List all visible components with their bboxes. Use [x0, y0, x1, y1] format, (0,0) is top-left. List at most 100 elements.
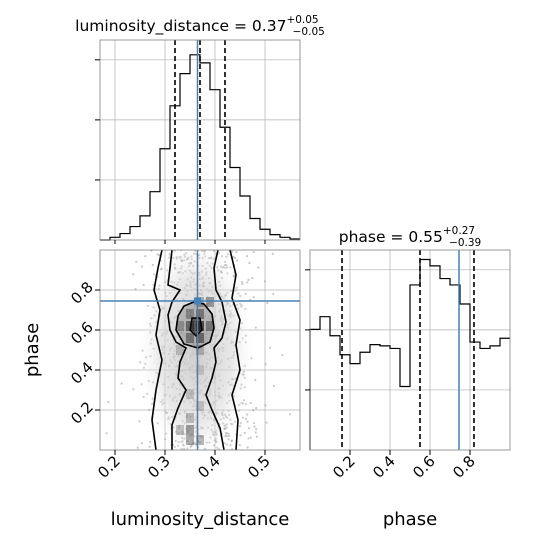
scatter-point	[120, 382, 123, 385]
scatter-point	[255, 407, 258, 410]
scatter-point	[266, 302, 269, 305]
scatter-point	[246, 446, 249, 449]
scatter-point	[246, 420, 249, 423]
scatter-point	[252, 296, 255, 299]
scatter-point	[253, 425, 256, 428]
luminosity-distance-marginal-ticks	[95, 59, 266, 244]
density-cell	[196, 365, 204, 375]
scatter-point	[251, 276, 254, 280]
luminosity-distance-title: luminosity_distance = 0.37+0.05 −0.05	[75, 14, 325, 38]
scatter-point	[281, 354, 284, 357]
density-cell	[196, 309, 204, 319]
luminosity-distance-marginal-grid	[100, 40, 300, 240]
scatter-point	[150, 250, 153, 252]
scatter-point	[243, 431, 246, 434]
scatter-point	[142, 283, 145, 287]
phase-title: phase = 0.55+0.27 −0.39	[339, 225, 482, 249]
scatter-point	[136, 446, 139, 449]
scatter-point	[248, 261, 251, 265]
scatter-point	[247, 278, 250, 281]
scatter-point	[272, 384, 275, 388]
scatter-point	[144, 255, 147, 258]
scatter-point	[264, 363, 267, 366]
density-cell	[196, 401, 204, 411]
phase-marginal-frame	[309, 249, 511, 451]
phase-x-axis-label: phase	[383, 509, 437, 530]
density-cell	[186, 309, 194, 319]
luminosity-distance-title-base: luminosity_distance = 0.37	[75, 17, 286, 36]
scatter-point	[265, 421, 268, 424]
density-cell	[186, 333, 194, 343]
phase-title-base: phase = 0.55	[339, 228, 443, 246]
scatter-point	[254, 378, 257, 381]
density-cell	[196, 345, 204, 355]
joint-density-cells	[176, 297, 214, 445]
luminosity-distance-title-plus: +0.05	[286, 14, 318, 26]
joint-contour-core	[189, 317, 203, 337]
joint-density-cloud	[136, 250, 256, 450]
density-cell	[176, 345, 184, 355]
scatter-point	[246, 281, 249, 284]
scatter-point	[263, 280, 266, 283]
density-cell	[186, 435, 194, 445]
scatter-point	[272, 292, 275, 296]
density-cell	[186, 413, 194, 423]
scatter-point	[107, 401, 110, 404]
scatter-point	[254, 431, 257, 434]
joint-y-axis-label: phase	[22, 323, 43, 377]
scatter-point	[239, 434, 242, 437]
density-cell	[186, 389, 194, 399]
density-cell	[176, 321, 184, 331]
scatter-point	[236, 259, 239, 262]
density-cell	[206, 297, 214, 307]
scatter-point	[252, 409, 255, 412]
luminosity-distance-title-minus: −0.05	[293, 26, 325, 38]
scatter-point	[268, 346, 272, 349]
scatter-point	[132, 273, 135, 276]
scatter-point	[249, 401, 252, 405]
scatter-point	[105, 432, 108, 435]
scatter-point	[255, 435, 258, 438]
phase-title-minus: −0.39	[449, 237, 481, 249]
scatter-point	[252, 251, 255, 254]
density-cell	[196, 333, 204, 343]
scatter-point	[140, 265, 143, 268]
scatter-point	[231, 448, 234, 450]
scatter-point	[252, 421, 256, 425]
scatter-point	[271, 252, 274, 255]
scatter-point	[156, 253, 159, 256]
scatter-point	[248, 427, 251, 430]
joint-frame	[99, 249, 301, 451]
scatter-point	[132, 388, 135, 391]
phase-marginal-grid	[310, 250, 510, 450]
scatter-point	[135, 260, 138, 263]
luminosity-distance-marginal-frame	[99, 39, 301, 241]
scatter-point	[254, 326, 257, 329]
joint-contour-middle	[167, 250, 227, 450]
scatter-point	[140, 442, 143, 445]
density-cell	[206, 321, 214, 331]
scatter-point	[138, 420, 141, 423]
scatter-point	[151, 263, 154, 267]
density-cell	[176, 425, 184, 435]
scatter-point	[245, 255, 248, 258]
density-cell	[186, 425, 194, 435]
scatter-point	[264, 404, 267, 407]
luminosity-distance-marginal-panel: luminosity_distance = 0.37+0.05 −0.05	[75, 14, 325, 244]
scatter-point	[134, 288, 137, 291]
density-cell	[196, 435, 204, 445]
phase-marginal-y-ticks	[305, 269, 310, 391]
phase-quantile-lines	[341, 250, 475, 450]
scatter-point	[235, 251, 238, 254]
scatter-point	[247, 437, 250, 440]
joint-x-axis-label: luminosity_distance	[111, 509, 290, 530]
scatter-point	[289, 413, 292, 416]
scatter-point	[238, 444, 241, 447]
scatter-point	[148, 445, 151, 448]
joint-truth-marker	[194, 297, 201, 305]
phase-title-plus: +0.27	[443, 225, 475, 237]
luminosity-distance-quantile-lines	[174, 40, 226, 240]
scatter-point	[249, 436, 252, 439]
scatter-point	[255, 428, 258, 431]
